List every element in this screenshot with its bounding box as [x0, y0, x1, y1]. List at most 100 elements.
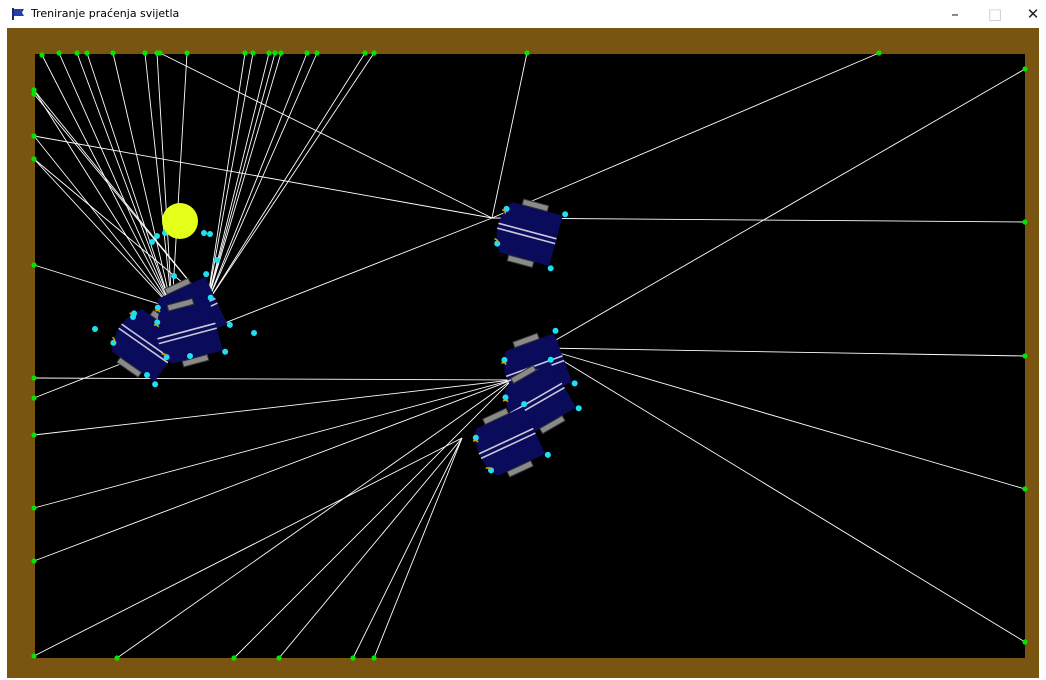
robot-light-sensor [501, 356, 508, 363]
ray-hit-point [362, 50, 368, 56]
robot-marker [161, 353, 168, 357]
ray-hit-point [1022, 353, 1028, 359]
sensor-ray [278, 437, 463, 659]
robot-stripe [157, 322, 216, 340]
light-source-icon [162, 203, 198, 239]
robot-light-sensor [214, 257, 220, 263]
maximize-icon: □ [987, 5, 1003, 23]
robot-wheel [481, 407, 510, 426]
robot-marker [494, 238, 499, 243]
sensor-ray [33, 217, 493, 399]
minimize-button[interactable]: – [932, 0, 978, 28]
robot-light-sensor [571, 380, 578, 387]
ray-hit-point [31, 653, 37, 659]
ray-hit-point [276, 655, 282, 661]
robots [92, 198, 582, 478]
robot-light-sensor [187, 353, 193, 359]
sensor-ray [491, 52, 880, 219]
ray-hit-point [1022, 486, 1028, 492]
robot-light-sensor [552, 327, 559, 334]
window-title: Treniranje praćenja svijetla [31, 7, 180, 20]
robot-stripe [497, 227, 556, 245]
sensor-ray [541, 68, 1026, 349]
sensor-ray [491, 52, 528, 219]
maximize-button[interactable]: □ [972, 0, 1018, 28]
ray-hit-point [371, 655, 377, 661]
ray-hit-point [114, 655, 120, 661]
robot-light-sensor [222, 348, 229, 355]
sensor-ray [33, 377, 513, 381]
robot-body [156, 300, 223, 364]
ray-hit-point [56, 50, 62, 56]
close-icon: ✕ [1026, 5, 1040, 23]
ray-hit-point [278, 50, 284, 56]
sensor-ray [33, 264, 173, 309]
ray-hit-point [1022, 219, 1028, 225]
sensor-ray [33, 89, 173, 309]
robot-light-sensor [544, 451, 551, 458]
title-bar: Treniranje praćenja svijetla – □ ✕ [0, 0, 1046, 28]
ray-hit-point [304, 50, 310, 56]
sensor-ray [33, 379, 513, 562]
robot-light-sensor [226, 321, 233, 328]
robot-marker [501, 362, 507, 365]
sensor-ray [373, 437, 463, 659]
robot-wheel [506, 459, 534, 478]
robot-light-sensor [201, 230, 207, 236]
sensor-ray [33, 379, 513, 436]
robot-marker [153, 324, 160, 328]
sensor-ray [58, 52, 173, 309]
ray-hit-point [31, 375, 37, 381]
robot-marker [502, 399, 509, 403]
robot-wheel [538, 414, 566, 435]
robot-light-sensor [152, 381, 159, 388]
ray-hit-point [524, 50, 530, 56]
robot-stripe [121, 323, 172, 360]
robot-body [496, 202, 563, 266]
robot-light-sensor [92, 326, 98, 332]
robot-light-sensor [154, 233, 160, 239]
sensor-ray [206, 52, 375, 304]
ray-hit-point [242, 50, 248, 56]
blue-flag-icon [12, 8, 24, 20]
sensor-ray [33, 379, 513, 509]
robot-light-sensor [207, 231, 213, 237]
ray-hit-point [31, 156, 37, 162]
sensor-ray [76, 52, 173, 309]
robot-wheel [163, 277, 192, 296]
robot-light-sensor [472, 434, 479, 441]
robot-light-sensor [130, 314, 136, 320]
ray-hit-point [157, 50, 163, 56]
robot [472, 401, 551, 478]
ray-hit-point [272, 50, 278, 56]
sensor-ray [171, 52, 188, 309]
ray-hit-point [31, 91, 37, 97]
robot-light-sensor [521, 401, 528, 408]
robot [153, 294, 229, 368]
sensor-ray [206, 52, 366, 304]
robot-light-sensor [163, 354, 170, 361]
robot-marker [472, 439, 479, 443]
ray-hit-point [371, 50, 377, 56]
robot-wheel [512, 332, 540, 349]
robot-light-sensor [547, 356, 554, 363]
ray-hit-point [231, 655, 237, 661]
robot [494, 198, 569, 272]
close-button[interactable]: ✕ [1010, 0, 1046, 28]
robot-stripe [158, 327, 217, 345]
robot-stripe [480, 432, 536, 460]
sensor-ray [541, 347, 1026, 490]
sensor-ray [159, 52, 493, 219]
sensor-ray [33, 135, 493, 219]
minimize-icon: – [951, 5, 959, 23]
sensor-ray [233, 379, 513, 659]
robot-wheel [116, 356, 143, 378]
robot-stripe [509, 382, 563, 414]
robot-light-sensor [575, 405, 582, 412]
ray-hit-point [31, 395, 37, 401]
ray-hit-point [74, 50, 80, 56]
ray-hit-point [184, 50, 190, 56]
robot-wheel [509, 364, 537, 385]
sensor-rays [33, 52, 1026, 659]
sensor-ray [33, 437, 463, 657]
